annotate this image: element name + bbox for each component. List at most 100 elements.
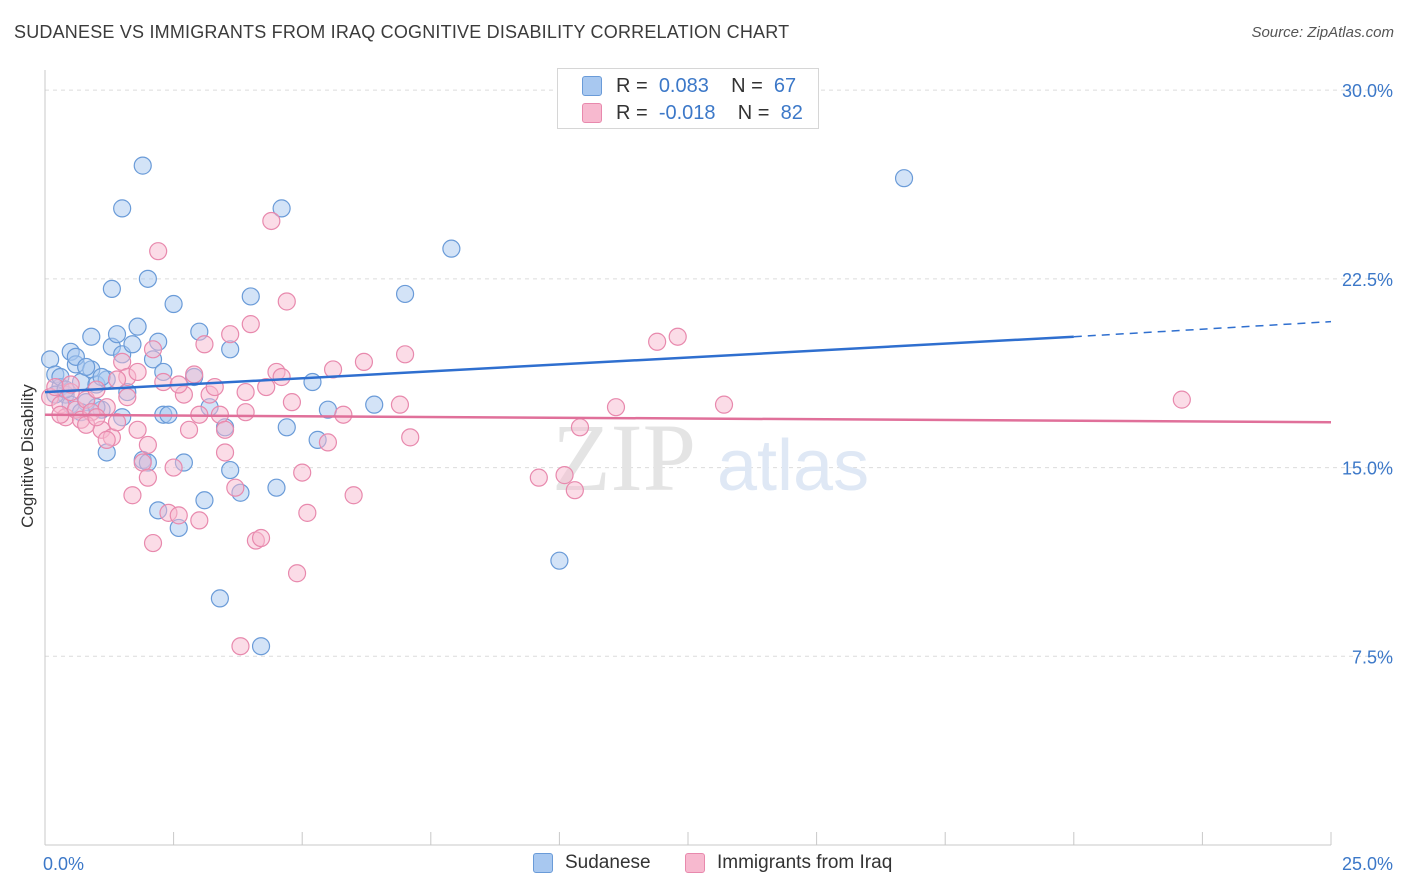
sudanese-point (107, 325, 127, 344)
iraq-point (179, 420, 199, 439)
iraq-point (251, 528, 271, 548)
iraq-point (344, 486, 363, 505)
iraq-point (287, 564, 307, 583)
iraq-point (241, 315, 260, 334)
sudanese-point (128, 317, 147, 336)
iraq-point (390, 395, 410, 414)
x-tick-label: 0.0% (43, 854, 84, 874)
iraq-point (107, 370, 127, 389)
iraq-point (565, 481, 584, 500)
legend-r-label: R = (616, 75, 648, 97)
y-tick-label: 30.0% (1342, 81, 1393, 101)
iraq-point (128, 362, 147, 382)
sudanese-point (77, 357, 96, 377)
axes (44, 70, 1332, 846)
iraq-point (1172, 390, 1191, 409)
iraq-point (714, 395, 734, 414)
sudanese-points (41, 156, 914, 656)
sudanese-trend-line (44, 335, 1074, 394)
trend-lines (44, 320, 1332, 424)
sudanese-point (550, 551, 569, 570)
sudanese-point (221, 460, 240, 480)
iraq-point (570, 418, 590, 437)
iraq-point (61, 375, 80, 394)
iraq-point (298, 503, 317, 522)
iraq-point (154, 372, 173, 392)
sudanese-point (442, 239, 461, 258)
iraq-point (272, 367, 291, 387)
legend-n-label: N = (737, 102, 770, 124)
iraq-point (668, 327, 687, 346)
sudanese-point (267, 478, 286, 497)
iraq-point (226, 478, 245, 497)
watermark: ZIP atlas (552, 404, 869, 511)
legend-label-sudanese: Sudanese (565, 852, 651, 873)
iraq-point (555, 466, 574, 485)
legend-swatch-iraq (582, 103, 602, 123)
iraq-point (143, 533, 163, 553)
iraq-point (185, 365, 204, 384)
iraq-point (118, 388, 137, 407)
iraq-point (236, 382, 255, 402)
grid-lines (45, 89, 1392, 657)
sudanese-point (894, 169, 914, 188)
sudanese-point (241, 287, 260, 306)
legend-label-iraq: Immigrants from Iraq (717, 852, 893, 873)
iraq-point (395, 345, 415, 364)
iraq-point (277, 292, 296, 311)
iraq-point (113, 352, 132, 371)
legend-swatch-sudanese (533, 853, 553, 873)
sudanese-point (138, 269, 157, 288)
iraq-point (97, 430, 116, 449)
sudanese-point (277, 418, 296, 437)
sudanese-point (210, 589, 229, 608)
iraq-point (221, 325, 240, 344)
iraq-point (107, 413, 127, 432)
sudanese-point (272, 199, 291, 218)
iraq-point (354, 352, 374, 371)
sudanese-point (365, 395, 384, 414)
iraq-point (128, 420, 147, 439)
sudanese-trend-extension (1073, 320, 1332, 338)
iraq-point (401, 428, 420, 447)
iraq-point (293, 463, 312, 482)
sudanese-point (303, 372, 322, 392)
sudanese-point (251, 637, 271, 656)
tick-labels: 7.5% 15.0% 22.5% 30.0% 0.0% 25.0% (43, 81, 1393, 874)
iraq-point (149, 242, 168, 261)
source-label: Source: ZipAtlas.com (1251, 24, 1394, 41)
sudanese-point (195, 491, 214, 510)
iraq-point (334, 405, 353, 424)
sudanese-point (82, 327, 101, 346)
iraq-point (190, 511, 209, 530)
sudanese-point (102, 279, 121, 299)
iraq-point (257, 377, 276, 397)
iraq-point (648, 332, 667, 351)
iraq-point (262, 211, 281, 231)
y-tick-label: 15.0% (1342, 459, 1393, 479)
iraq-point (215, 443, 235, 462)
iraq-point (231, 637, 250, 656)
legend-swatch-sudanese (582, 76, 602, 96)
iraq-point (138, 435, 157, 455)
legend-n-label: N = (731, 75, 763, 97)
iraq-point (529, 468, 548, 487)
iraq-point (87, 408, 106, 427)
y-tick-label: 7.5% (1352, 647, 1393, 667)
iraq-point (133, 453, 152, 472)
iraq-point (195, 335, 214, 354)
x-tick-label: 25.0% (1342, 854, 1393, 874)
iraq-point (169, 506, 188, 525)
iraq-trend-line (44, 413, 1332, 424)
iraq-point (236, 403, 255, 422)
sudanese-point (123, 335, 142, 354)
sudanese-point (41, 350, 60, 369)
iraq-point (138, 468, 157, 487)
iraq-point (164, 458, 183, 477)
watermark-atlas: atlas (717, 426, 869, 506)
correlation-legend: R = 0.083 N = 67 R = -0.018 N = 82 (557, 68, 819, 129)
chart-title: SUDANESE VS IMMIGRANTS FROM IRAQ COGNITI… (14, 22, 790, 42)
legend-r-value: 0.083 (658, 75, 709, 97)
iraq-point (205, 377, 224, 397)
